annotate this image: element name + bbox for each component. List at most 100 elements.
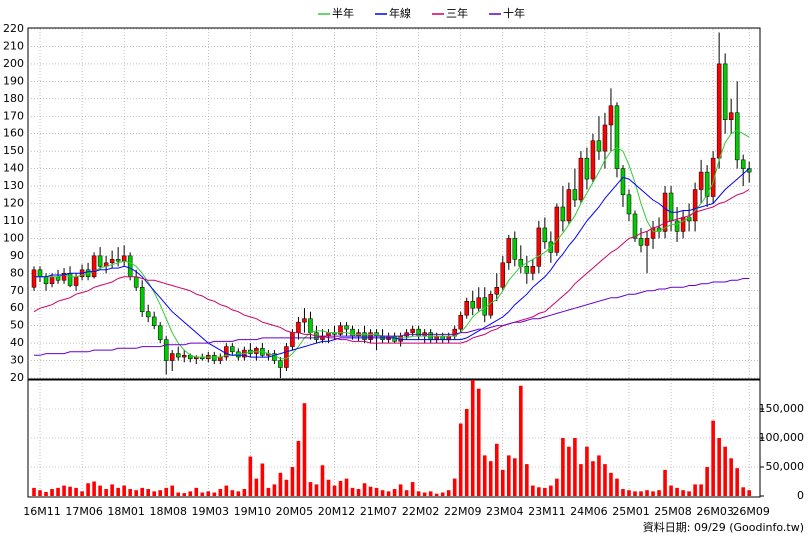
y-tick-label: 50 <box>10 319 24 332</box>
volume-bar <box>669 485 673 496</box>
candle-body <box>494 287 500 295</box>
source-note: 資料日期: 09/29 (Goodinfo.tw) <box>643 520 804 534</box>
candle-body <box>440 335 445 340</box>
volume-bar <box>386 491 391 496</box>
candle-body <box>470 300 475 309</box>
volume-bar <box>254 478 259 496</box>
candle-body <box>278 360 283 368</box>
candle-body <box>145 311 151 318</box>
y-tick-label: 120 <box>3 197 24 210</box>
volume-bar <box>591 461 595 496</box>
y2-tick-label: 50,000 <box>766 460 805 473</box>
volume-bar <box>687 491 691 496</box>
candle-body <box>212 355 217 361</box>
volume-bar <box>62 485 66 496</box>
candle-body <box>602 124 608 152</box>
y-tick-label: 180 <box>3 92 24 105</box>
volume-bar <box>212 492 217 496</box>
volume-bar <box>549 485 553 496</box>
volume-bar <box>200 492 205 496</box>
x-tick-label: 26M03 <box>696 505 734 518</box>
candle-body <box>151 316 157 326</box>
candle-body <box>308 318 313 333</box>
candle-body <box>692 189 698 222</box>
candle-body <box>416 328 421 337</box>
ma-line <box>34 168 750 358</box>
volume-bar <box>446 490 451 496</box>
candle-body <box>254 348 259 354</box>
volume-bar <box>392 489 397 496</box>
volume-bar <box>482 455 487 496</box>
volume-bar <box>567 446 571 496</box>
legend-label: 十年 <box>503 6 525 20</box>
candle-body <box>560 206 566 222</box>
volume-bar <box>230 490 235 496</box>
candle-body <box>608 105 614 126</box>
x-tick-label: 20M05 <box>276 505 314 518</box>
volume-bar <box>332 485 337 496</box>
volume-bar <box>86 483 90 496</box>
x-tick-label: 23M04 <box>486 505 524 518</box>
volume-bar <box>717 438 721 496</box>
candle-body <box>169 353 175 361</box>
candle-body <box>175 353 181 358</box>
candle-body <box>302 318 307 323</box>
volume-bar <box>555 478 559 496</box>
volume-bar <box>464 409 469 496</box>
candle-body <box>662 192 668 232</box>
y-tick-label: 160 <box>3 127 24 140</box>
volume-bar <box>519 385 523 496</box>
volume-bar <box>110 484 114 496</box>
volume-bar <box>585 446 589 496</box>
volume-bar <box>92 481 96 496</box>
y-tick-label: 200 <box>3 57 24 70</box>
y-tick-label: 90 <box>10 249 24 262</box>
volume-bar <box>68 486 72 496</box>
volume-bar <box>170 485 175 496</box>
ma-line <box>34 278 750 356</box>
candle-body <box>464 300 469 316</box>
candle-body <box>163 339 169 361</box>
volume-bar <box>422 492 427 496</box>
candle-body <box>31 269 37 288</box>
candle-body <box>620 168 626 196</box>
volume-bar <box>248 456 253 496</box>
y-tick-label: 100 <box>3 231 24 244</box>
volume-bar <box>326 479 331 496</box>
candle-body <box>121 255 127 262</box>
candle-body <box>578 157 584 201</box>
candle-body <box>73 276 79 286</box>
volume-bar <box>80 491 84 496</box>
candle-body <box>626 194 632 215</box>
candle-body <box>139 287 145 312</box>
volume-bar <box>506 455 511 496</box>
candle-body <box>326 332 331 337</box>
legend-label: 年線 <box>389 6 411 20</box>
volume-bar <box>633 491 637 496</box>
volume-bar <box>513 458 517 496</box>
volume-bar <box>723 446 727 496</box>
candle-body <box>344 325 349 330</box>
y-tick-label: 80 <box>10 266 24 279</box>
volume-bar <box>531 485 535 496</box>
volume-bar <box>152 491 157 496</box>
volume-bar <box>98 485 102 496</box>
volume-bar <box>711 420 715 496</box>
volume-bar <box>32 487 36 496</box>
x-tick-label: 21M07 <box>360 505 398 518</box>
volume-bar <box>500 469 505 496</box>
volume-bar <box>434 493 439 496</box>
candle-body <box>55 276 61 281</box>
x-tick-label: 25M08 <box>654 505 692 518</box>
volume-bar <box>693 484 697 496</box>
volume-bar <box>104 489 108 496</box>
volume-bar <box>266 487 271 496</box>
candle-body <box>350 328 355 337</box>
candle-body <box>512 238 518 260</box>
volume-bar <box>573 438 577 496</box>
candle-body <box>224 346 229 358</box>
volume-bar <box>398 484 403 496</box>
volume-bar <box>494 443 499 496</box>
y2-tick-label: 0 <box>797 489 804 502</box>
